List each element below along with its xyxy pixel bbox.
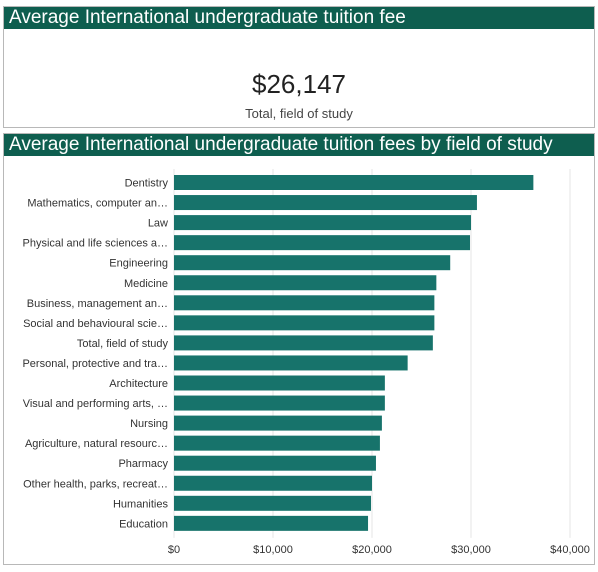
bar — [174, 495, 372, 511]
category-label: Business, management an… — [27, 298, 168, 310]
bar — [174, 355, 408, 371]
chart-title: Average International undergraduate tuit… — [4, 134, 594, 156]
category-label: Architecture — [109, 378, 168, 390]
bar — [174, 315, 435, 331]
bar — [174, 275, 437, 291]
category-label: Visual and performing arts, … — [23, 398, 168, 410]
bar-chart: $0 $10,000 $20,000 $30,000 $40,000 Dentistry M… — [22, 169, 590, 556]
kpi-title: Average International undergraduate tuit… — [4, 7, 594, 29]
bar — [174, 195, 477, 211]
category-label: Engineering — [109, 258, 168, 270]
chart-card: Average International undergraduate tuit… — [3, 133, 595, 565]
x-tick-label: $30,000 — [451, 544, 491, 556]
category-label: Mathematics, computer an… — [27, 198, 168, 210]
category-label: Law — [148, 218, 168, 230]
bar — [174, 335, 433, 351]
bar — [174, 435, 380, 451]
bar — [174, 235, 471, 251]
category-label: Pharmacy — [118, 458, 168, 470]
category-label: Dentistry — [125, 178, 169, 190]
bar — [174, 175, 534, 190]
x-tick-label: $40,000 — [550, 544, 590, 556]
category-label: Humanities — [113, 498, 169, 510]
category-label: Physical and life sciences a… — [22, 238, 168, 250]
bar — [174, 255, 451, 271]
x-tick-label: $20,000 — [352, 544, 392, 556]
x-tick-label: $10,000 — [253, 544, 293, 556]
category-label: Medicine — [124, 278, 168, 290]
bar — [174, 415, 382, 431]
kpi-value: $26,147 — [252, 69, 346, 99]
bar — [174, 475, 372, 491]
bar — [174, 515, 369, 531]
category-label: Education — [119, 518, 168, 530]
x-tick-label: $0 — [168, 544, 180, 556]
kpi-card: Average International undergraduate tuit… — [3, 6, 595, 128]
category-label: Agriculture, natural resourc… — [25, 438, 168, 450]
category-label: Nursing — [130, 418, 168, 430]
category-label: Social and behavioural scie… — [23, 318, 168, 330]
kpi-label: Total, field of study — [245, 106, 353, 121]
bar — [174, 455, 376, 471]
bar — [174, 375, 385, 391]
bar — [174, 295, 435, 311]
category-label: Other health, parks, recreat… — [23, 478, 168, 490]
bar — [174, 215, 471, 231]
category-label: Total, field of study — [77, 338, 169, 350]
category-label: Personal, protective and tra… — [22, 358, 168, 370]
bar — [174, 395, 385, 411]
